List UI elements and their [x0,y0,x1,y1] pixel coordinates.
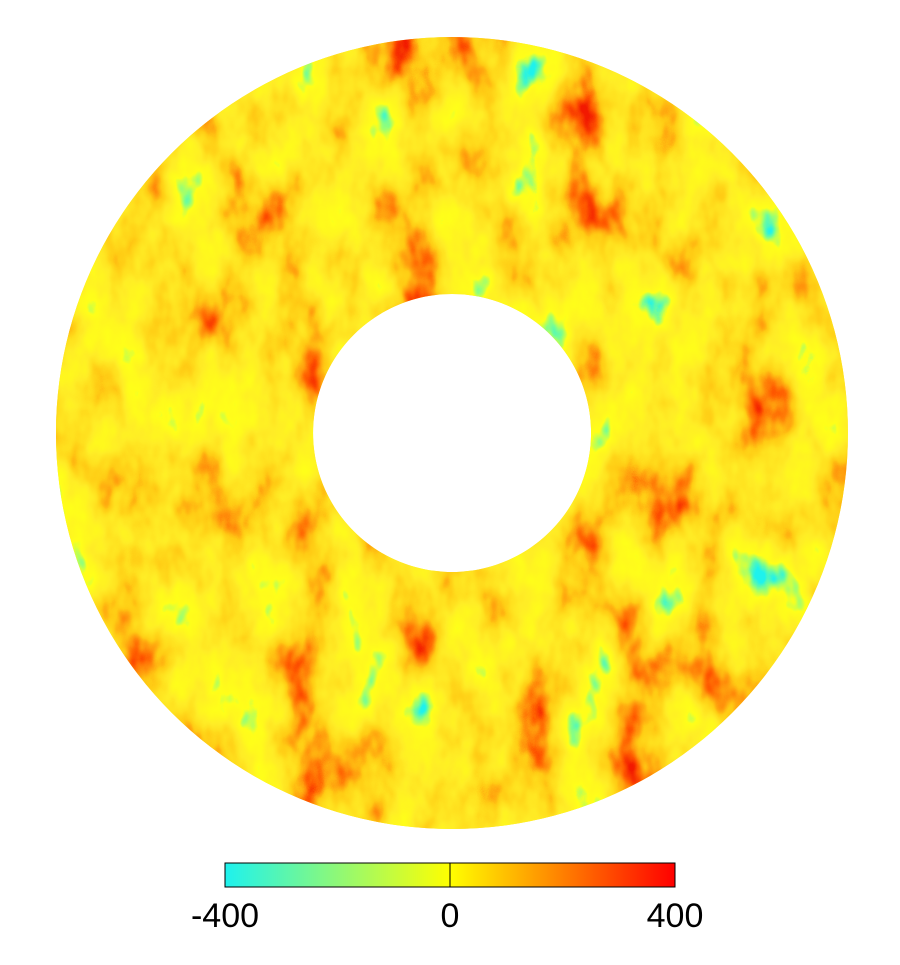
field-texture [56,37,848,829]
colorbar: -400 0 400 [191,862,704,935]
field [56,37,848,829]
colorbar-tick-label: 400 [647,897,704,935]
colorbar-tick-label: 0 [441,897,460,935]
colorbar-tick-label: -400 [191,897,259,935]
